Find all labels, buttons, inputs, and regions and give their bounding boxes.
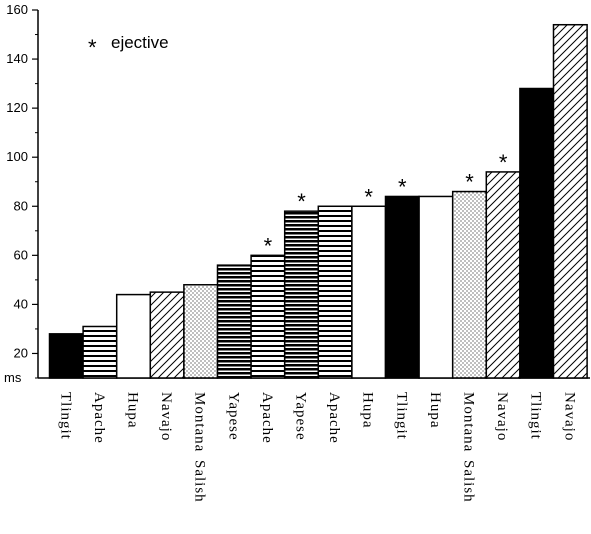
bar <box>149 291 185 379</box>
category-label: Yapese <box>225 392 241 441</box>
ejective-marker: * <box>465 170 474 195</box>
y-tick-label: 160 <box>6 2 28 17</box>
ejective-marker: * <box>297 189 306 214</box>
bar <box>82 325 118 379</box>
category-label-line2: Salish <box>192 460 208 503</box>
bar <box>418 195 454 379</box>
category-label: Apache <box>91 392 107 444</box>
y-ticks: 20 40 60 80 100 120 140 160 <box>6 2 38 379</box>
category-label: Apache <box>326 392 342 444</box>
category-label: Tlingit <box>393 392 409 440</box>
legend-label: ejective <box>111 33 169 52</box>
bar <box>183 284 219 379</box>
bar <box>115 293 152 379</box>
bar <box>283 210 320 379</box>
y-tick-label: 120 <box>6 100 28 115</box>
y-tick-label: 40 <box>14 296 28 311</box>
bar <box>48 333 84 379</box>
category-label: Tlingit <box>528 392 544 440</box>
y-tick-label: 60 <box>14 247 28 262</box>
category-label: Montana <box>461 392 477 452</box>
category-label: Yapese <box>293 392 309 441</box>
bar <box>451 190 488 379</box>
ejective-marker: * <box>264 233 273 258</box>
ejective-marker: * <box>398 174 407 199</box>
category-label: Hupa <box>125 392 141 429</box>
y-axis: 20 40 60 80 100 120 140 160 ms <box>4 2 39 385</box>
ejective-markers: * * * * * * <box>264 150 508 258</box>
category-label: Tlingit <box>57 392 73 440</box>
category-label: Hupa <box>360 392 376 429</box>
category-labels: Tlingit Apache Hupa Navajo Montana Salish Yape… <box>57 392 577 503</box>
legend: * ejective <box>88 33 169 60</box>
bar <box>317 205 353 379</box>
ejective-marker: * <box>364 184 373 209</box>
category-label-line2: Salish <box>461 460 477 503</box>
y-tick-label: 140 <box>6 51 28 66</box>
category-label: Hupa <box>427 392 443 429</box>
y-tick-label: 80 <box>14 198 28 213</box>
category-label: Apache <box>259 392 275 444</box>
category-label: Montana <box>192 392 208 452</box>
bar <box>216 264 252 379</box>
bar <box>485 171 521 379</box>
bar <box>250 254 286 379</box>
bar <box>384 195 420 379</box>
y-tick-label: 20 <box>14 345 28 360</box>
bar <box>519 87 555 379</box>
y-tick-label: 100 <box>6 149 28 164</box>
bar <box>351 205 387 379</box>
y-axis-label: ms <box>4 370 22 385</box>
legend-marker: * <box>88 35 97 60</box>
ejective-marker: * <box>499 150 508 175</box>
category-label: Navajo <box>494 392 510 441</box>
bars <box>48 23 588 379</box>
category-label: Navajo <box>561 392 577 441</box>
bar <box>552 23 588 379</box>
category-label: Navajo <box>158 392 174 441</box>
